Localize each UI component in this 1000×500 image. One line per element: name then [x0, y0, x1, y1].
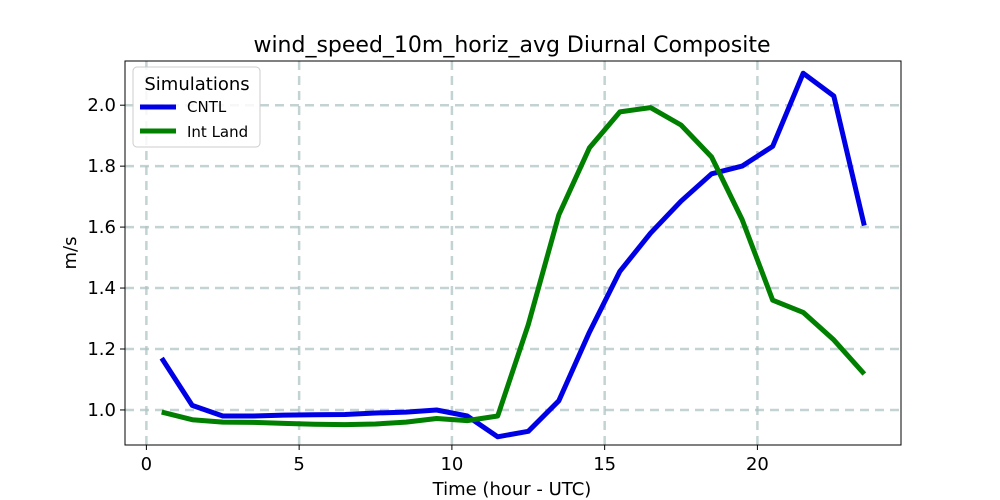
x-tick-label: 10	[440, 454, 463, 475]
y-tick-label: 1.2	[87, 339, 116, 360]
y-tick-label: 1.0	[87, 400, 116, 421]
y-tick-label: 2.0	[87, 95, 116, 116]
x-tick-label: 20	[746, 454, 769, 475]
legend-label-int-land: Int Land	[187, 123, 248, 141]
x-tick-label: 5	[293, 454, 304, 475]
y-tick-label: 1.4	[87, 278, 116, 299]
legend: Simulations CNTL Int Land	[132, 66, 261, 148]
series-line-int-land	[161, 105, 867, 428]
y-tick-label: 1.8	[87, 156, 116, 177]
grid	[125, 61, 901, 445]
plot-frame	[124, 60, 902, 446]
legend-title: Simulations	[144, 74, 249, 95]
chart-title: wind_speed_10m_horiz_avg Diurnal Composi…	[253, 33, 770, 58]
series-lines	[159, 70, 867, 440]
y-axis-label: m/s	[60, 237, 81, 270]
series-line-cntl	[159, 70, 867, 440]
y-tick-label: 1.6	[87, 217, 116, 238]
x-axis-label: Time (hour - UTC)	[432, 479, 592, 500]
axis-ticks: 0 5 10 15 20 1.0 1.2 1.4 1.6 1.8 2.0	[87, 95, 769, 475]
x-tick-label: 15	[593, 454, 616, 475]
legend-box	[132, 66, 261, 148]
x-tick-label: 0	[141, 454, 152, 475]
legend-label-cntl: CNTL	[187, 98, 227, 116]
